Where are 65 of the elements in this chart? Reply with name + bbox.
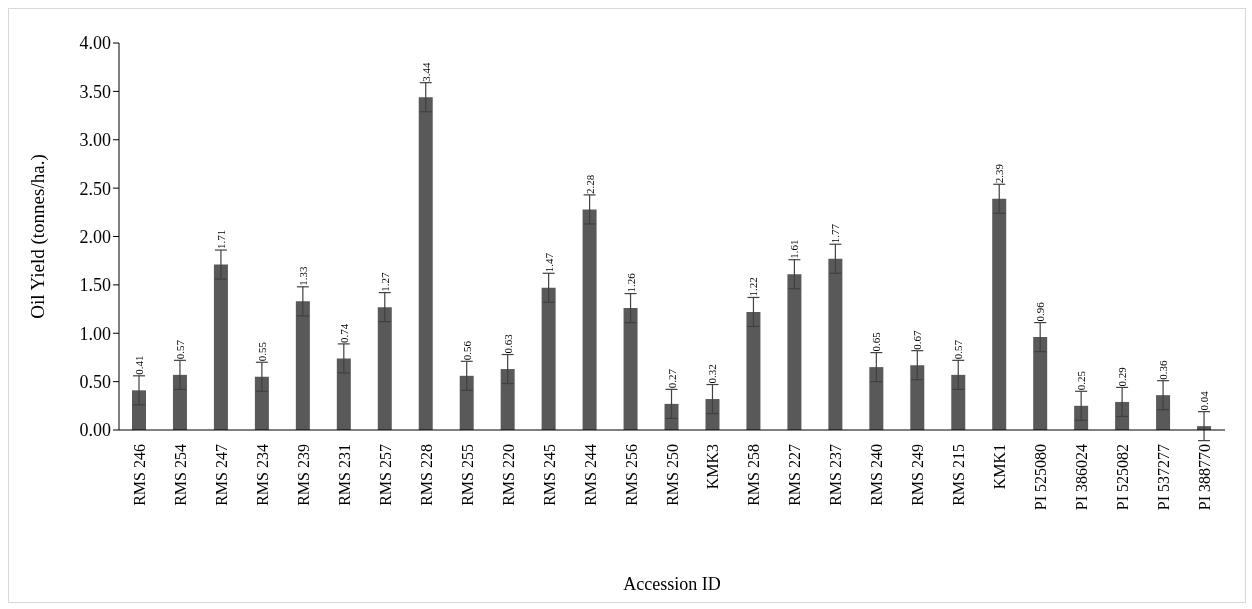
x-tick-label: RMS 231 [335, 444, 353, 506]
data-label: 0.55 [255, 341, 268, 362]
data-label: 0.25 [1075, 370, 1088, 391]
data-label: 0.74 [337, 323, 350, 343]
x-tick-label: RMS 250 [663, 444, 681, 506]
x-tick-label: RMS 240 [868, 444, 886, 506]
x-tick-label: RMS 227 [786, 444, 804, 506]
x-tick-label: RMS 256 [622, 444, 640, 506]
x-tick-label: RMS 247 [212, 444, 230, 506]
x-tick-label: KMK3 [704, 444, 722, 490]
data-label: 0.63 [501, 333, 514, 354]
data-label: 1.61 [788, 239, 801, 259]
x-tick-label: RMS 239 [294, 444, 312, 506]
data-label: 0.29 [1116, 366, 1129, 387]
data-label: 1.47 [542, 252, 555, 273]
x-tick-label: RMS 254 [171, 444, 189, 506]
y-tick-label: 0.50 [79, 372, 111, 393]
data-label: 1.22 [747, 277, 760, 297]
y-tick-label: 2.50 [79, 178, 111, 199]
data-label: 0.57 [173, 339, 186, 360]
data-label: 1.27 [378, 271, 391, 292]
data-label: 0.27 [665, 368, 678, 389]
data-label: 1.33 [296, 266, 309, 286]
x-tick-label: RMS 244 [581, 444, 599, 506]
data-label: 1.77 [829, 223, 842, 244]
x-tick-label: RMS 215 [950, 444, 968, 506]
data-label: 0.04 [1198, 390, 1211, 411]
data-label: 0.56 [460, 340, 473, 361]
x-tick-label: PI 388770 [1196, 444, 1214, 511]
data-label: 0.57 [952, 339, 965, 360]
x-tick-label: KMK1 [991, 444, 1009, 490]
data-label: 0.96 [1034, 301, 1047, 322]
x-tick-label: PI 386024 [1073, 444, 1091, 511]
x-tick-label: RMS 234 [253, 444, 271, 506]
data-label: 0.67 [911, 329, 924, 350]
x-tick-label: RMS 245 [540, 444, 558, 506]
data-label: 2.28 [583, 174, 596, 194]
y-tick-label: 0.00 [79, 420, 111, 441]
y-axis-title: Oil Yield (tonnes/ha.) [26, 154, 49, 319]
x-axis-title: Accession ID [623, 574, 721, 594]
data-label: 0.32 [706, 364, 719, 384]
y-tick-label: 4.00 [79, 33, 111, 54]
x-tick-label: RMS 237 [827, 444, 845, 506]
x-tick-label: PI 525080 [1032, 444, 1050, 511]
y-tick-label: 1.50 [79, 275, 111, 296]
data-label: 0.36 [1157, 359, 1170, 380]
x-tick-label: RMS 228 [417, 444, 435, 506]
y-tick-label: 1.00 [79, 323, 111, 344]
x-tick-label: PI 537277 [1155, 444, 1173, 511]
x-tick-label: RMS 246 [130, 444, 148, 506]
y-tick-label: 2.00 [79, 226, 111, 247]
data-label: 0.41 [133, 355, 145, 375]
x-tick-label: RMS 258 [745, 444, 763, 506]
data-label: 3.44 [419, 61, 432, 82]
x-tick-label: RMS 249 [909, 444, 927, 506]
data-label: 0.65 [870, 331, 883, 352]
y-tick-label: 3.50 [79, 81, 111, 102]
x-tick-label: RMS 257 [376, 444, 394, 506]
y-tick-label: 3.00 [79, 130, 111, 151]
data-label: 1.26 [624, 272, 637, 293]
x-tick-label: RMS 220 [499, 444, 517, 506]
x-tick-label: RMS 255 [458, 444, 476, 506]
data-label: 2.39 [993, 163, 1006, 184]
data-label: 1.71 [214, 229, 227, 250]
x-tick-label: PI 525082 [1114, 444, 1132, 511]
